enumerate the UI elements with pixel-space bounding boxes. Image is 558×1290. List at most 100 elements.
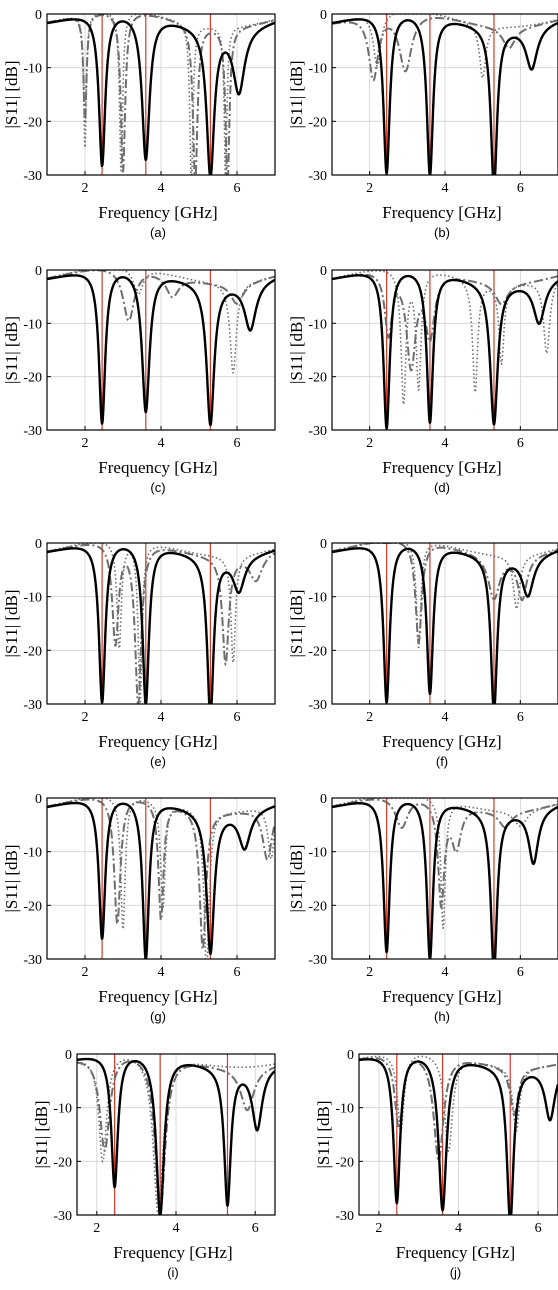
x-tick-label: 6 [517, 436, 524, 451]
plot-area [359, 1054, 558, 1215]
series-line-dashdot [332, 798, 558, 909]
x-tick-label: 2 [82, 710, 89, 725]
y-axis-label: |S11| [dB] [32, 1100, 51, 1168]
series-line-dashdot [47, 798, 275, 951]
panel-label: (f) [436, 754, 448, 769]
series-line-solid [332, 547, 558, 704]
x-axis-label: Frequency [GHz] [396, 1243, 515, 1262]
x-tick-label: 4 [158, 181, 165, 196]
y-tick-label: -30 [23, 953, 42, 968]
panel-label: (e) [150, 754, 166, 769]
series-line-solid [47, 547, 275, 704]
x-tick-label: 4 [442, 436, 449, 451]
y-tick-label: -20 [308, 371, 327, 386]
chart-panel: 2 4 6 0 -10 -20 -30 Frequency [GHz] |S11| [dB] (j… [314, 1048, 558, 1280]
y-tick-label: -20 [308, 115, 327, 130]
y-tick-label: 0 [320, 264, 327, 279]
y-tick-label: -20 [23, 644, 42, 659]
x-tick-label: 6 [234, 710, 241, 725]
series-line-solid [47, 801, 275, 959]
y-tick-label: -10 [308, 62, 327, 77]
x-axis-label: Frequency [GHz] [98, 203, 217, 222]
series-line-dashdot [332, 273, 558, 372]
panel-label: (b) [434, 225, 450, 240]
plot-area [77, 1054, 275, 1215]
x-axis-label: Frequency [GHz] [382, 458, 501, 477]
y-axis-label: |S11| [dB] [2, 844, 21, 912]
y-tick-label: 0 [320, 8, 327, 23]
x-tick-label: 2 [82, 181, 89, 196]
y-tick-label: -30 [335, 1209, 354, 1224]
x-tick-label: 2 [375, 1221, 382, 1236]
x-tick-label: 2 [366, 710, 373, 725]
chart-panel: 2 4 6 0 -10 -20 -30 Frequency [GHz] |S11| [dB] (i… [32, 1048, 276, 1280]
panel-label: (i) [167, 1265, 179, 1280]
x-tick-label: 4 [158, 436, 165, 451]
chart-panel: 2 4 6 0 -10 -20 -30 Frequency [GHz] |S11| [dB] (g… [2, 792, 276, 1024]
plot-area [332, 14, 558, 175]
x-tick-label: 4 [158, 965, 165, 980]
x-axis-label: Frequency [GHz] [382, 987, 501, 1006]
y-axis-label: |S11| [dB] [287, 60, 306, 128]
chart-panel: 2 4 6 0 -10 -20 -30 Frequency [GHz] |S11| [dB] (f… [287, 537, 558, 769]
series-line-dotted [77, 1059, 275, 1215]
y-tick-label: -30 [23, 424, 42, 439]
y-axis-label: |S11| [dB] [2, 60, 21, 128]
y-tick-label: 0 [320, 537, 327, 552]
y-tick-label: -10 [23, 591, 42, 606]
plot-area [47, 798, 275, 959]
plot-area [332, 270, 558, 430]
chart-panel: 2 4 6 0 -10 -20 -30 Frequency [GHz] |S11| [dB] (d… [287, 264, 558, 495]
x-axis-label: Frequency [GHz] [98, 987, 217, 1006]
y-tick-label: -30 [308, 953, 327, 968]
panel-label: (a) [150, 225, 166, 240]
panel-label: (c) [150, 480, 165, 495]
x-axis-label: Frequency [GHz] [382, 732, 501, 751]
y-axis-label: |S11| [dB] [287, 844, 306, 912]
y-tick-label: -30 [23, 698, 42, 713]
y-tick-label: -10 [308, 846, 327, 861]
y-axis-label: |S11| [dB] [2, 316, 21, 384]
series-line-dashdot [47, 543, 275, 704]
series-line-dashdot [47, 14, 275, 175]
series-line-solid [332, 274, 558, 430]
y-axis-label: |S11| [dB] [287, 589, 306, 657]
series-line-solid [47, 274, 275, 427]
series-line-solid [359, 1058, 558, 1215]
x-tick-label: 6 [234, 965, 241, 980]
x-tick-label: 6 [252, 1221, 259, 1236]
y-tick-label: -10 [53, 1102, 72, 1117]
series-line-solid [332, 802, 558, 959]
y-axis-label: |S11| [dB] [2, 589, 21, 657]
x-tick-label: 2 [82, 965, 89, 980]
y-tick-label: -20 [335, 1155, 354, 1170]
chart-panel: 2 4 6 0 -10 -20 -30 Frequency [GHz] |S11| [dB] (e… [2, 537, 276, 769]
plot-area [47, 14, 275, 175]
panel-label: (h) [434, 1009, 450, 1024]
y-tick-label: 0 [35, 8, 42, 23]
y-tick-label: 0 [35, 537, 42, 552]
x-tick-label: 4 [442, 710, 449, 725]
panel-label: (g) [150, 1009, 166, 1024]
x-tick-label: 2 [82, 436, 89, 451]
plot-area [332, 798, 558, 959]
plot-area [332, 543, 558, 704]
x-tick-label: 2 [366, 181, 373, 196]
x-tick-label: 6 [234, 181, 241, 196]
x-tick-label: 4 [442, 181, 449, 196]
x-tick-label: 4 [158, 710, 165, 725]
series-line-dotted [332, 798, 558, 930]
series-line-solid [332, 18, 558, 175]
series-line-dotted [332, 14, 558, 79]
x-tick-label: 6 [535, 1221, 542, 1236]
x-tick-label: 4 [173, 1221, 180, 1236]
y-tick-label: 0 [65, 1048, 72, 1063]
y-axis-label: |S11| [dB] [287, 316, 306, 384]
x-tick-label: 2 [366, 965, 373, 980]
x-axis-label: Frequency [GHz] [382, 203, 501, 222]
chart-panel: 2 4 6 0 -10 -20 -30 Frequency [GHz] |S11| [dB] (b… [287, 8, 558, 240]
series-line-dotted [47, 543, 275, 704]
y-tick-label: 0 [35, 792, 42, 807]
y-tick-label: -10 [308, 317, 327, 332]
